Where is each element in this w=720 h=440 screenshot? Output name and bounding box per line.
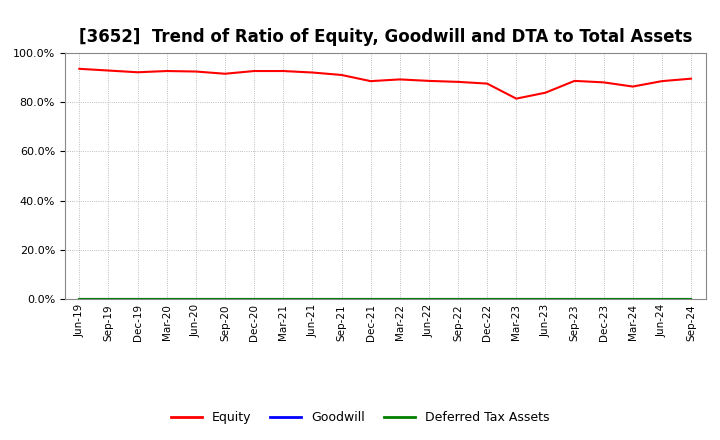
Goodwill [75,297,84,302]
Deferred Tax Assets [454,297,462,302]
Equity [337,72,346,77]
Equity [308,70,317,75]
Goodwill [687,297,696,302]
Goodwill [425,297,433,302]
Equity [425,78,433,84]
Goodwill [337,297,346,302]
Deferred Tax Assets [629,297,637,302]
Goodwill [454,297,462,302]
Equity [192,69,200,74]
Deferred Tax Assets [279,297,287,302]
Goodwill [570,297,579,302]
Goodwill [395,297,404,302]
Deferred Tax Assets [599,297,608,302]
Legend: Equity, Goodwill, Deferred Tax Assets: Equity, Goodwill, Deferred Tax Assets [166,407,554,429]
Deferred Tax Assets [483,297,492,302]
Title: [3652]  Trend of Ratio of Equity, Goodwill and DTA to Total Assets: [3652] Trend of Ratio of Equity, Goodwil… [78,28,692,46]
Deferred Tax Assets [425,297,433,302]
Deferred Tax Assets [250,297,258,302]
Equity [250,68,258,73]
Deferred Tax Assets [133,297,142,302]
Deferred Tax Assets [308,297,317,302]
Deferred Tax Assets [337,297,346,302]
Deferred Tax Assets [687,297,696,302]
Deferred Tax Assets [366,297,375,302]
Line: Equity: Equity [79,69,691,99]
Deferred Tax Assets [220,297,229,302]
Equity [570,78,579,84]
Equity [629,84,637,89]
Goodwill [308,297,317,302]
Goodwill [163,297,171,302]
Equity [395,77,404,82]
Deferred Tax Assets [570,297,579,302]
Equity [483,81,492,86]
Goodwill [541,297,550,302]
Goodwill [133,297,142,302]
Equity [512,96,521,101]
Deferred Tax Assets [163,297,171,302]
Deferred Tax Assets [192,297,200,302]
Goodwill [366,297,375,302]
Equity [220,71,229,77]
Equity [279,68,287,73]
Equity [599,80,608,85]
Goodwill [512,297,521,302]
Goodwill [220,297,229,302]
Equity [541,90,550,95]
Goodwill [104,297,113,302]
Deferred Tax Assets [512,297,521,302]
Deferred Tax Assets [395,297,404,302]
Equity [133,70,142,75]
Equity [163,68,171,73]
Goodwill [599,297,608,302]
Deferred Tax Assets [104,297,113,302]
Deferred Tax Assets [75,297,84,302]
Equity [454,79,462,84]
Equity [104,68,113,73]
Equity [687,76,696,81]
Deferred Tax Assets [657,297,666,302]
Goodwill [629,297,637,302]
Goodwill [483,297,492,302]
Equity [75,66,84,71]
Equity [366,78,375,84]
Deferred Tax Assets [541,297,550,302]
Goodwill [279,297,287,302]
Goodwill [657,297,666,302]
Goodwill [192,297,200,302]
Equity [657,78,666,84]
Goodwill [250,297,258,302]
